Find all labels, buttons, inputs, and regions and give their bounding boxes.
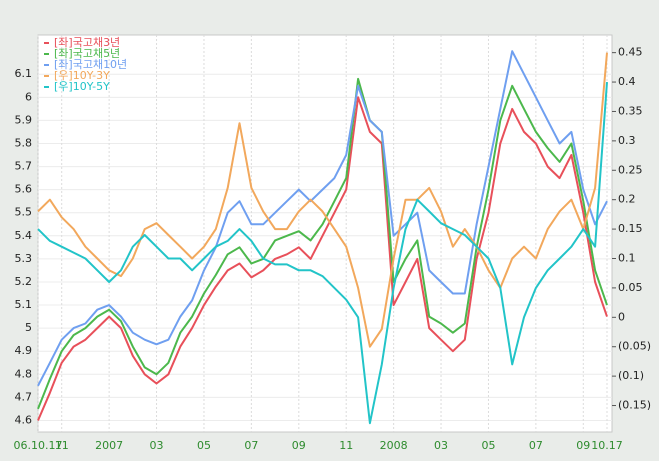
y2-tick-label: 0.35 [618,104,643,117]
series-line [37,82,608,425]
legend-label: [좌]국고채10년 [54,58,127,71]
y2-tick-label: 0.25 [618,163,643,176]
y2-tick-label: 0.3 [618,134,636,147]
series-line [37,96,608,421]
y2-tick-label: (0.15) [618,399,651,412]
legend-label: [우]10Y-5Y [54,80,110,93]
x-tick-label: 2007 [95,439,123,452]
y-tick-label: 5.5 [15,206,33,219]
y-tick-label: 5.1 [15,298,33,311]
x-tick-label: 09 [292,439,306,452]
series-line [37,77,608,410]
x-tick-label: 05 [197,439,211,452]
x-tick-label: 09 [576,439,590,452]
x-tick-label: 10.17 [591,439,623,452]
series-line [37,52,608,348]
y2-tick-label: 0 [618,310,625,323]
y-tick-label: 4.8 [15,367,33,380]
x-tick-label: 2008 [380,439,408,452]
y-tick-label: 4.9 [15,344,33,357]
x-tick-label: 06.10.17 [14,439,63,452]
y-tick-label: 5.6 [15,183,33,196]
y-tick-label: 5.7 [15,160,33,173]
x-tick-label: 07 [529,439,543,452]
y-tick-label: 5.2 [15,275,33,288]
x-tick-label: 11 [339,439,353,452]
y-tick-label: 6.1 [15,67,33,80]
y2-tick-label: (0.1) [618,369,644,382]
y2-tick-label: (0.05) [618,340,651,353]
x-tick-label: 05 [481,439,495,452]
y2-tick-label: 0.15 [618,222,643,235]
y2-tick-label: 0.1 [618,251,636,264]
legend-label: [좌]국고채3년 [54,36,120,49]
series-line [37,50,608,387]
x-tick-label: 03 [434,439,448,452]
y-tick-label: 5.8 [15,136,33,149]
y2-tick-label: 0.05 [618,281,643,294]
plot-area [37,34,613,433]
legend-label: [우]10Y-3Y [54,69,110,82]
y-tick-label: 6 [25,90,32,103]
x-tick-label: 03 [150,439,164,452]
y-tick-label: 5.9 [15,113,33,126]
legend-label: [좌]국고채5년 [54,47,120,60]
x-tick-label: 07 [244,439,258,452]
y-tick-label: 5.3 [15,252,33,265]
y-tick-label: 4.7 [15,390,33,403]
y-tick-label: 4.6 [15,413,33,426]
y-tick-label: 5 [25,321,32,334]
y-tick-label: 5.4 [15,229,33,242]
y2-tick-label: 0.45 [618,46,643,59]
y2-tick-label: 0.2 [618,193,636,206]
y2-tick-label: 0.4 [618,75,636,88]
x-tick-label: 11 [55,439,69,452]
